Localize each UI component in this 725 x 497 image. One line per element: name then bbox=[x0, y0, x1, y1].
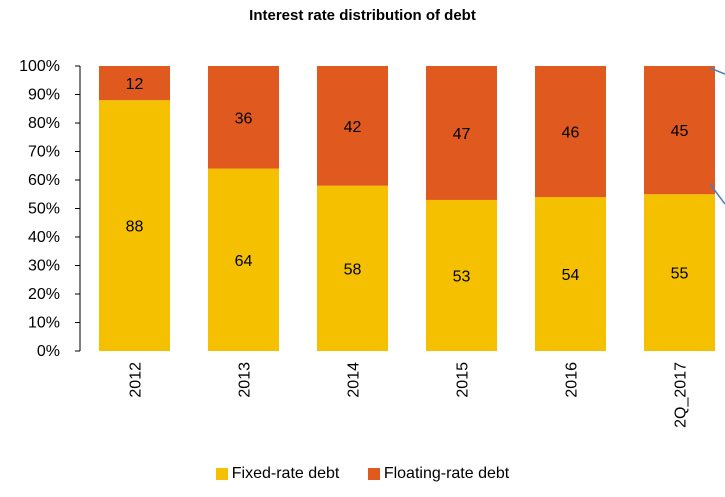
y-tick-label: 70% bbox=[28, 144, 60, 161]
bar-floating-2015 bbox=[426, 66, 497, 200]
bar-fixed-2014 bbox=[317, 185, 388, 351]
legend-item-fixed: Fixed-rate debt bbox=[215, 465, 340, 483]
x-tick-label: 2013 bbox=[237, 362, 254, 398]
x-tick-label: 2012 bbox=[128, 362, 145, 398]
chart-title: Interest rate distribution of debt bbox=[249, 7, 476, 24]
bar-fixed-2016 bbox=[535, 197, 606, 351]
x-tick-label: 2015 bbox=[455, 362, 472, 398]
data-label: 12 bbox=[126, 76, 144, 93]
data-label: 88 bbox=[126, 219, 144, 236]
data-label: 54 bbox=[562, 267, 580, 284]
x-tick-label: 2014 bbox=[346, 362, 363, 398]
y-tick-label: 30% bbox=[28, 258, 60, 275]
legend-swatch-floating bbox=[367, 468, 380, 480]
data-label: 36 bbox=[235, 110, 253, 127]
legend-label-fixed: Fixed-rate debt bbox=[231, 465, 340, 482]
y-tick-label: 100% bbox=[19, 58, 60, 75]
bar-fixed-2015 bbox=[426, 199, 497, 351]
y-tick-label: 50% bbox=[28, 201, 60, 218]
bar-fixed-2Q_2017 bbox=[644, 194, 715, 351]
y-tick-label: 40% bbox=[28, 229, 60, 246]
legend-item-floating: Floating-rate debt bbox=[367, 465, 510, 483]
bar-floating-2012 bbox=[99, 66, 170, 101]
x-tick-label: 2016 bbox=[564, 362, 581, 398]
y-tick-label: 0% bbox=[37, 343, 60, 360]
callout-connector-bottom bbox=[709, 183, 725, 205]
data-label: 64 bbox=[235, 253, 253, 270]
bar-floating-2013 bbox=[208, 66, 279, 169]
x-tick-label: 2Q_2017 bbox=[673, 362, 690, 428]
bar-fixed-2012 bbox=[99, 100, 170, 351]
y-tick-label: 80% bbox=[28, 115, 60, 132]
y-tick-label: 90% bbox=[28, 87, 60, 104]
bar-floating-2016 bbox=[535, 66, 606, 198]
data-label: 45 bbox=[671, 123, 689, 140]
y-tick-label: 60% bbox=[28, 172, 60, 189]
legend-swatch-fixed bbox=[215, 468, 228, 480]
legend-label-floating: Floating-rate debt bbox=[383, 465, 510, 482]
data-label: 58 bbox=[344, 261, 362, 278]
data-label: 42 bbox=[344, 119, 362, 136]
data-label: 55 bbox=[671, 266, 689, 283]
bar-floating-2014 bbox=[317, 66, 388, 186]
data-label: 53 bbox=[453, 268, 471, 285]
legend: Fixed-rate debt Floating-rate debt bbox=[0, 465, 725, 485]
bar-fixed-2013 bbox=[208, 168, 279, 351]
data-label: 46 bbox=[562, 125, 580, 142]
y-tick-label: 10% bbox=[28, 315, 60, 332]
callout-connector-top bbox=[709, 67, 725, 75]
data-label: 47 bbox=[453, 126, 471, 143]
y-tick-label: 20% bbox=[28, 286, 60, 303]
bar-floating-2Q_2017 bbox=[644, 66, 715, 195]
